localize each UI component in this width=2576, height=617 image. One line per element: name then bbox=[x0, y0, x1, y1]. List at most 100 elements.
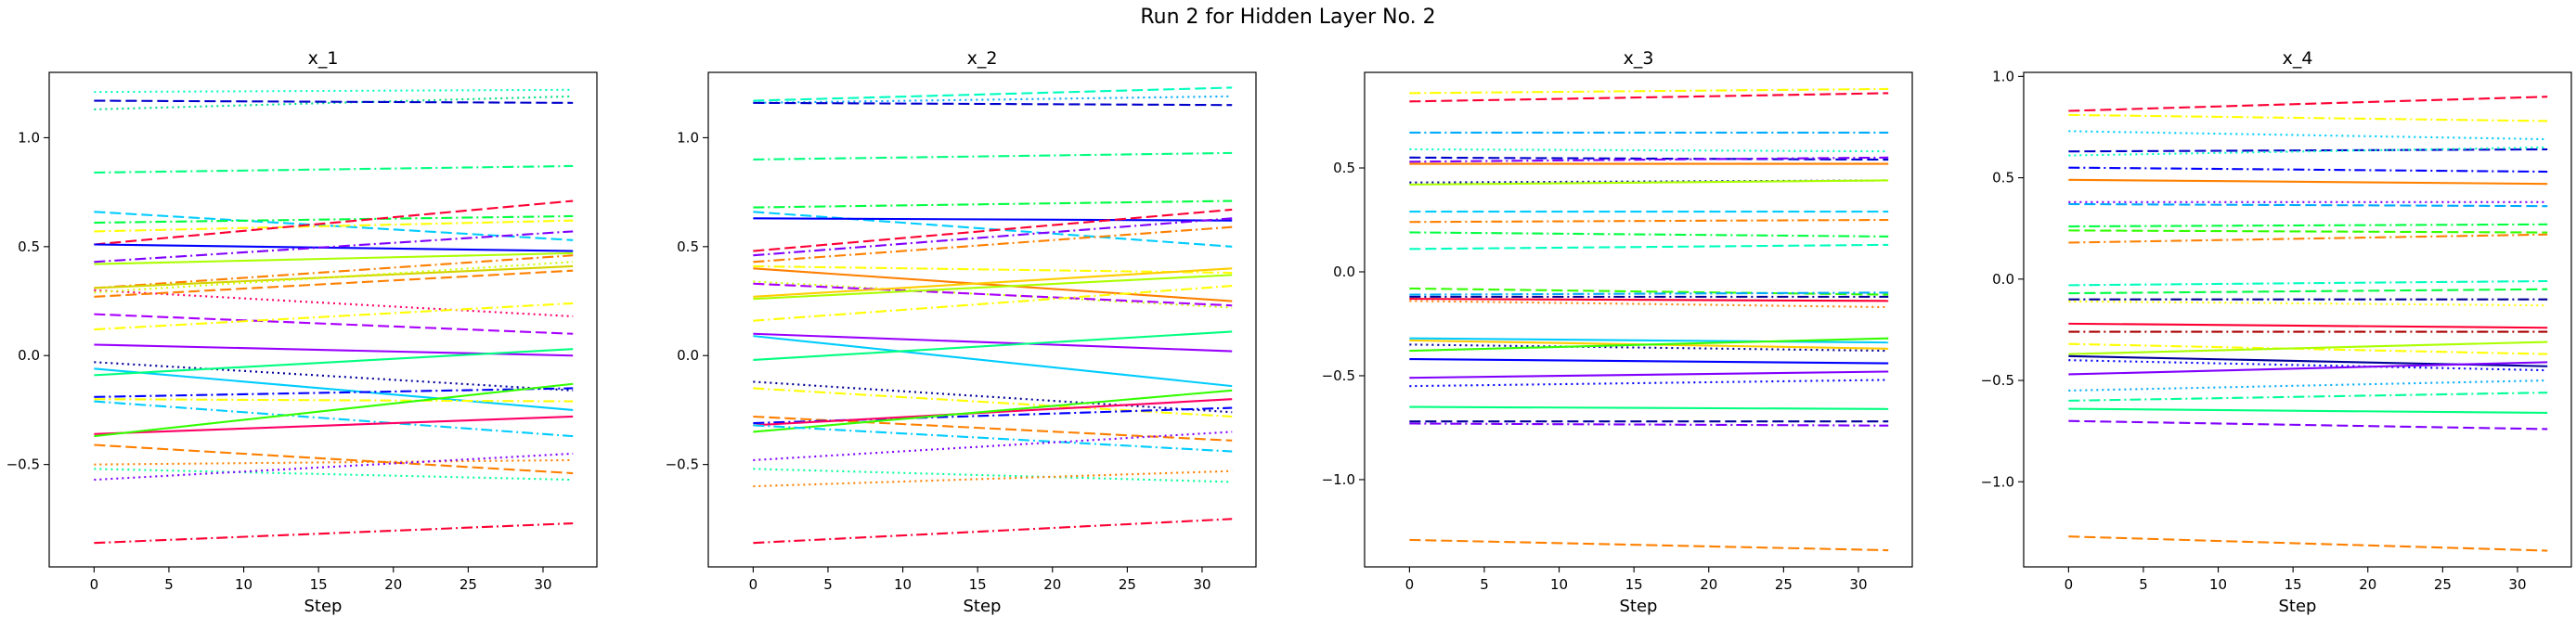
series-line-4 bbox=[94, 211, 574, 241]
subplot-x_4: x_4 0 5 10 15 20 25 30 −1.0 −0.5 0.0 0.5 1.0 Step bbox=[1981, 48, 2572, 616]
series-line-28 bbox=[94, 458, 574, 466]
y-tick-label: 0.0 bbox=[677, 347, 699, 364]
series-line-26 bbox=[753, 424, 1233, 453]
series-line-28 bbox=[753, 468, 1233, 483]
series-line-25 bbox=[2068, 407, 2548, 415]
y-tick-label: 0.0 bbox=[18, 347, 40, 364]
series-line-9 bbox=[753, 225, 1233, 264]
series-line-3 bbox=[753, 151, 1233, 161]
series-line-21 bbox=[2068, 359, 2548, 372]
series-line-23 bbox=[2068, 379, 2548, 392]
series-line-5 bbox=[753, 211, 1233, 248]
series-line-12 bbox=[1409, 243, 1889, 251]
series-line-29 bbox=[94, 468, 574, 482]
series-line-19 bbox=[753, 330, 1233, 361]
x-tick-label: 25 bbox=[460, 576, 477, 593]
y-tick-label: 0.0 bbox=[1333, 264, 1355, 280]
series-line-29 bbox=[753, 469, 1233, 488]
series-line-7 bbox=[753, 208, 1233, 252]
y-tick-label: 0.5 bbox=[677, 238, 699, 255]
series-line-25 bbox=[94, 415, 574, 435]
x-tick-label: 10 bbox=[235, 576, 252, 593]
series-line-5 bbox=[1409, 156, 1889, 163]
series-line-7 bbox=[2068, 202, 2548, 208]
x-tick-label: 10 bbox=[2209, 576, 2227, 593]
series-line-24 bbox=[2068, 392, 2548, 402]
x-tick-label: 15 bbox=[1625, 576, 1643, 593]
series-line-23 bbox=[94, 398, 574, 403]
series-line-10 bbox=[1409, 218, 1889, 224]
y-tick-label: −1.0 bbox=[1981, 473, 2014, 490]
series-line-26 bbox=[94, 382, 574, 438]
series-line-2 bbox=[2068, 130, 2548, 141]
y-tick-label: 1.0 bbox=[1992, 68, 2014, 84]
series-line-6 bbox=[94, 219, 574, 233]
series-line-14 bbox=[94, 261, 574, 294]
series-line-17 bbox=[753, 332, 1233, 353]
y-tick-label: 0.0 bbox=[1992, 271, 2014, 288]
x-tick-label: 5 bbox=[164, 576, 174, 593]
series-line-25 bbox=[1409, 405, 1889, 410]
series-line-15 bbox=[753, 274, 1233, 301]
x-tick-label: 0 bbox=[90, 576, 99, 593]
series-line-6 bbox=[2068, 178, 2548, 186]
series-line-13 bbox=[753, 282, 1233, 307]
figure-title: Run 2 for Hidden Layer No. 2 bbox=[1140, 6, 1436, 29]
series-line-11 bbox=[753, 267, 1233, 302]
x-tick-label: 0 bbox=[749, 576, 758, 593]
series-line-31 bbox=[94, 521, 574, 545]
series-line-20 bbox=[753, 380, 1233, 414]
series-line-19 bbox=[94, 361, 574, 392]
series-line-17 bbox=[1409, 300, 1889, 309]
x-tick-label: 0 bbox=[1405, 576, 1415, 593]
series-line-1 bbox=[1409, 92, 1889, 103]
x-tick-label: 5 bbox=[823, 576, 833, 593]
series-line-11 bbox=[1409, 231, 1889, 238]
series-line-18 bbox=[94, 343, 574, 357]
series-line-21 bbox=[94, 348, 574, 377]
series-line-4 bbox=[2068, 146, 2548, 157]
x-tick-label: 20 bbox=[384, 576, 402, 593]
series-line-10 bbox=[94, 251, 574, 265]
series-line-16 bbox=[94, 313, 574, 335]
axes-frame bbox=[2023, 71, 2572, 568]
series-line-16 bbox=[2068, 322, 2548, 329]
series-line-0 bbox=[753, 86, 1233, 102]
series-line-16 bbox=[1409, 298, 1889, 302]
y-tick-label: 1.0 bbox=[677, 129, 699, 146]
series-line-5 bbox=[2068, 166, 2548, 174]
x-tick-label: 15 bbox=[310, 576, 328, 593]
series-line-8 bbox=[753, 217, 1233, 257]
series-line-25 bbox=[753, 389, 1233, 433]
series-line-0 bbox=[1409, 87, 1889, 95]
x-tick-label: 0 bbox=[2065, 576, 2074, 593]
x-tick-label: 25 bbox=[1775, 576, 1793, 593]
series-line-10 bbox=[753, 264, 1233, 275]
subplot-title: x_2 bbox=[967, 48, 998, 69]
x-tick-label: 20 bbox=[1700, 576, 1717, 593]
series-line-14 bbox=[1409, 291, 1889, 296]
y-tick-label: −1.0 bbox=[1322, 471, 1355, 488]
series-line-12 bbox=[2068, 279, 2548, 287]
series-line-27 bbox=[94, 443, 574, 475]
series-line-13 bbox=[2068, 288, 2548, 295]
series-line-16 bbox=[753, 285, 1233, 322]
series-line-30 bbox=[753, 518, 1233, 545]
series-line-4 bbox=[753, 199, 1233, 209]
series-line-26 bbox=[2068, 419, 2548, 431]
series-line-1 bbox=[2068, 113, 2548, 122]
y-tick-label: 1.0 bbox=[18, 129, 40, 146]
series-line-11 bbox=[94, 254, 574, 289]
series-line-11 bbox=[2068, 233, 2548, 244]
series-line-2 bbox=[753, 101, 1233, 107]
series-line-1 bbox=[753, 95, 1233, 104]
series-line-3 bbox=[1409, 148, 1889, 153]
series-line-0 bbox=[2068, 96, 2548, 112]
x-tick-label: 15 bbox=[969, 576, 987, 593]
x-tick-label: 30 bbox=[1849, 576, 1867, 593]
x-tick-label: 25 bbox=[1119, 576, 1136, 593]
series-line-4 bbox=[1409, 156, 1889, 161]
x-tick-label: 20 bbox=[1043, 576, 1061, 593]
series-line-9 bbox=[94, 230, 574, 264]
